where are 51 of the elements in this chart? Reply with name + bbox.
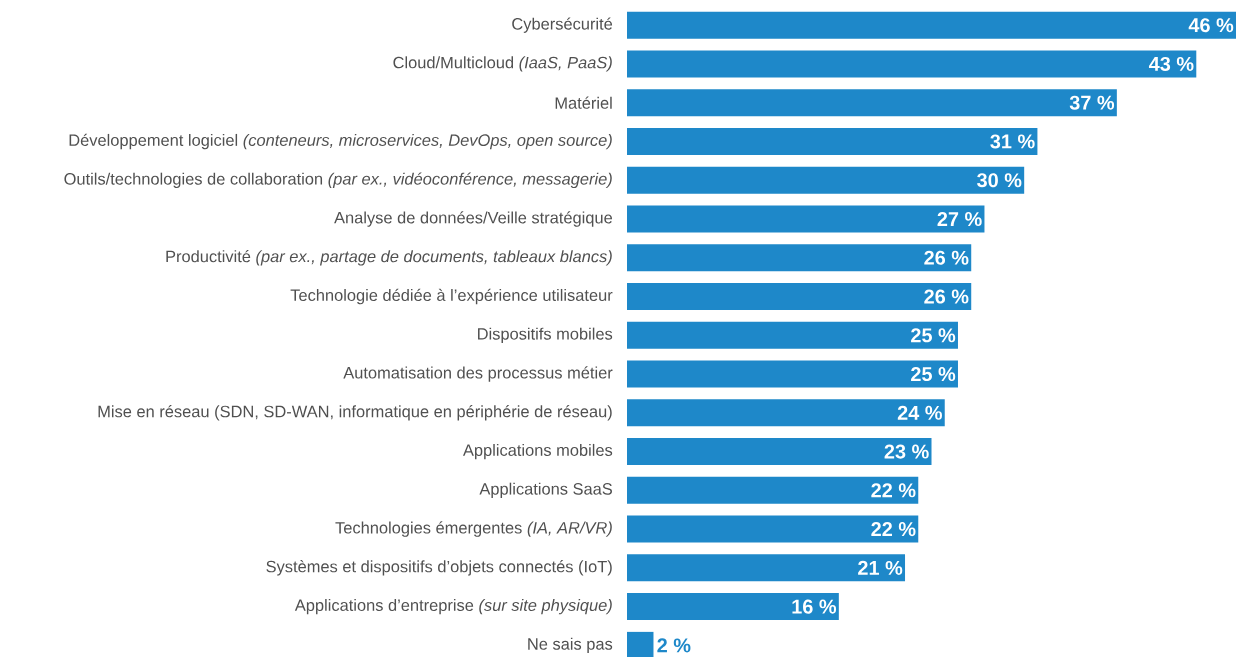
data-label: 37 % [1069,95,1115,110]
y-tick-label: Matériel [555,96,612,109]
bar [627,593,839,621]
y-tick-label: Productivité (par ex., partage de documents, tableaux blancs) [166,250,612,266]
y-tick-label: Applications d’entreprise (sur site physique) [294,598,612,615]
data-label: 2 % [657,638,691,653]
bar [627,127,1038,155]
y-tick-label: Analyse de données/Veille stratégique [334,211,613,227]
data-label: 46 % [1188,18,1234,33]
y-tick-label: Dispositifs mobiles [478,327,613,343]
data-label: 24 % [897,405,942,420]
bar [627,554,906,582]
y-tick-label: Développement logiciel (conteneurs, microservices, DevOps, open source) [69,133,612,150]
bar [627,11,1236,39]
data-label: 25 % [911,367,956,382]
data-label: 23 % [884,444,929,459]
bar [627,399,945,427]
bar [627,438,932,466]
y-tick-label: Cybersécurité [512,17,613,33]
y-tick-label: Applications mobiles [462,443,613,460]
data-label: 26 % [924,250,969,265]
bar [627,283,972,311]
bar [627,321,958,349]
data-label: 30 % [977,173,1022,188]
bar [627,89,1117,117]
data-label: 22 % [871,483,916,498]
bar [627,166,1025,194]
bar [627,244,972,272]
bar [627,205,985,233]
y-tick-label: Automatisation des processus métier [343,366,613,382]
data-label: 27 % [937,211,982,227]
data-label: 26 % [924,289,969,304]
bar [627,360,958,388]
bar [627,515,919,543]
data-label: 43 % [1148,56,1194,72]
y-tick-label: Ne sais pas [528,637,613,654]
data-label: 21 % [858,560,903,575]
data-label: 16 % [792,599,837,614]
bar [627,631,654,657]
y-tick-label: Technologies émergentes (IA, AR/VR) [335,521,612,537]
y-tick-label: Technologie dédiée à l’expérience utilisateur [290,288,613,305]
bar [627,50,1197,78]
y-tick-label: Systèmes et dispositifs d’objets connectés (IoT) [266,560,612,576]
y-tick-label: Outils/technologies de collaboration (par ex., vidéoconférence, messagerie) [64,172,612,188]
data-label: 22 % [871,522,916,537]
bar [627,476,919,504]
data-label: 25 % [911,328,956,343]
y-tick-label: Mise en réseau (SDN, SD-WAN, informatique en périphérie de réseau) [98,405,612,421]
y-tick-label: Cloud/Multicloud (IaaS, PaaS) [393,56,612,72]
data-label: 31 % [990,134,1035,149]
y-tick-label: Applications SaaS [479,482,612,498]
